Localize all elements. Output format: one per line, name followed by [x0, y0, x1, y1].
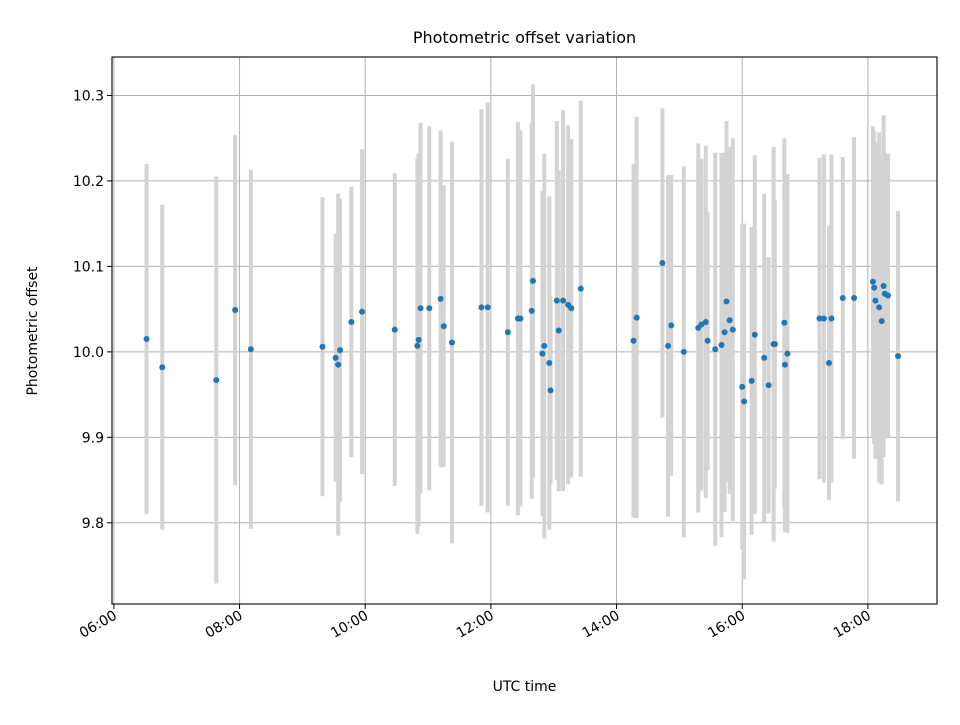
data-points — [143, 259, 902, 405]
data-point — [319, 343, 326, 350]
data-point — [718, 342, 725, 349]
data-point — [448, 339, 455, 346]
data-point — [726, 317, 733, 324]
data-point — [247, 346, 254, 353]
data-point — [784, 350, 791, 357]
data-point — [876, 304, 883, 311]
data-point — [414, 342, 421, 349]
data-point — [851, 295, 858, 302]
data-point — [884, 292, 891, 299]
y-tick-label: 10.3 — [73, 88, 104, 104]
data-point — [895, 353, 902, 360]
data-point — [335, 361, 342, 368]
chart-title: Photometric offset variation — [413, 28, 636, 47]
data-point — [577, 285, 584, 292]
data-point — [702, 318, 709, 325]
data-point — [541, 342, 548, 349]
data-point — [739, 383, 746, 390]
data-point — [668, 322, 675, 329]
y-tick-label: 10.2 — [73, 174, 104, 190]
data-point — [547, 387, 554, 394]
data-point — [721, 329, 728, 336]
data-point — [825, 359, 832, 366]
data-point — [871, 284, 878, 291]
data-point — [159, 364, 166, 371]
y-tick-label: 9.8 — [82, 516, 104, 532]
data-point — [771, 341, 778, 348]
data-point — [539, 350, 546, 357]
data-point — [816, 315, 823, 322]
data-point — [633, 314, 640, 321]
data-point — [869, 278, 876, 285]
y-axis-label: Photometric offset — [25, 266, 41, 396]
data-point — [765, 382, 772, 389]
y-tick-label: 10.1 — [73, 259, 104, 275]
data-point — [517, 315, 524, 322]
data-point — [232, 306, 239, 313]
data-point — [484, 304, 491, 311]
data-point — [659, 259, 666, 266]
data-point — [781, 319, 788, 326]
data-point — [348, 318, 355, 325]
data-point — [872, 297, 879, 304]
x-axis-label: UTC time — [493, 679, 557, 695]
data-point — [440, 323, 447, 330]
data-point — [568, 305, 575, 312]
data-point — [332, 354, 339, 361]
data-point — [820, 315, 827, 322]
data-point — [555, 327, 562, 334]
data-point — [337, 347, 344, 354]
data-point — [546, 359, 553, 366]
data-point — [529, 277, 536, 284]
data-point — [741, 398, 748, 405]
data-point — [528, 307, 535, 314]
y-tick-label: 9.9 — [82, 430, 104, 446]
data-point — [415, 336, 422, 343]
data-point — [665, 342, 672, 349]
data-point — [630, 337, 637, 344]
data-point — [880, 283, 887, 290]
y-tick-label: 10.0 — [73, 345, 104, 361]
data-point — [751, 331, 758, 338]
data-point — [781, 361, 788, 368]
data-point — [478, 304, 485, 311]
data-point — [704, 337, 711, 344]
data-point — [391, 326, 398, 333]
data-point — [417, 305, 424, 312]
data-point — [729, 326, 736, 333]
data-point — [828, 315, 835, 322]
plot-area-frame — [111, 56, 938, 605]
data-point — [143, 336, 150, 343]
data-point — [723, 298, 730, 305]
data-point — [560, 297, 567, 304]
data-point — [359, 308, 366, 315]
data-point — [839, 295, 846, 302]
data-point — [680, 348, 687, 355]
data-point — [748, 377, 755, 384]
data-point — [553, 297, 560, 304]
data-point — [437, 295, 444, 302]
data-point — [213, 377, 220, 384]
data-point — [878, 318, 885, 325]
data-point — [698, 321, 705, 328]
data-point — [712, 346, 719, 353]
data-point — [761, 354, 768, 361]
y-axis-ticks: 9.8 9.9 10.0 10.1 10.2 10.3 — [73, 88, 112, 532]
data-point — [426, 305, 433, 312]
data-point — [504, 329, 511, 336]
